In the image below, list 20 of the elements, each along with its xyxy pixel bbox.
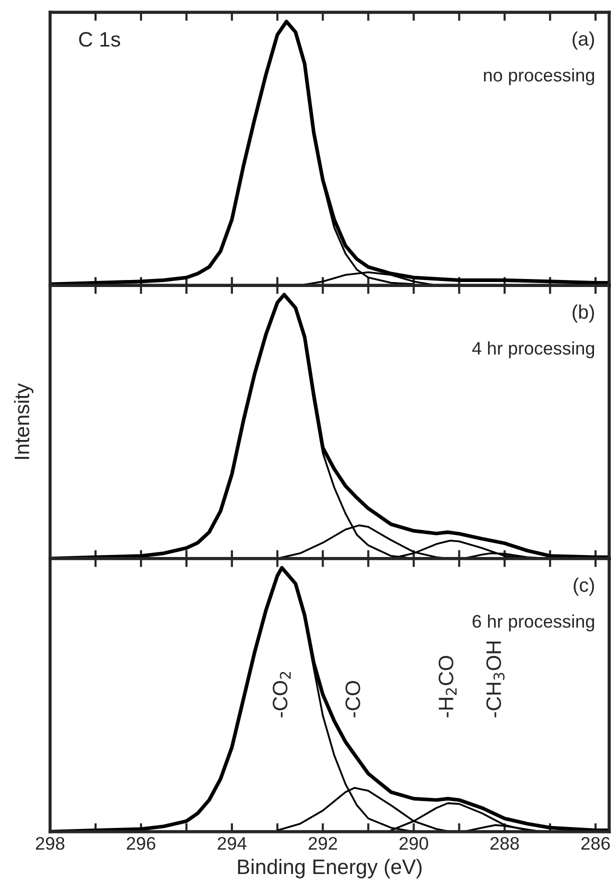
x-tick-label: 286 xyxy=(581,837,610,850)
annotation: 6 hr processing xyxy=(472,614,594,632)
x-tick-label: 298 xyxy=(36,837,64,850)
annotation: no processing xyxy=(484,68,594,86)
annotation: -H$_{2}$CO xyxy=(438,656,457,718)
x-axis-title: Binding Energy (eV) xyxy=(238,858,422,878)
annotation: -CO xyxy=(345,681,360,718)
chart-title: C 1s xyxy=(79,32,120,47)
annotation: 4 hr processing xyxy=(472,341,594,358)
y-axis-title: Intensity xyxy=(14,383,34,459)
x-tick-label: 296 xyxy=(126,837,156,850)
x-tick-label: 288 xyxy=(490,837,519,850)
annotation: (a) xyxy=(572,31,594,50)
x-tick-label: 292 xyxy=(308,837,337,850)
annotation: (b) xyxy=(572,304,594,323)
x-tick-label: 294 xyxy=(218,837,246,850)
annotation: (c) xyxy=(574,578,594,596)
annotation: -CO$_{2}$ xyxy=(272,672,291,718)
x-tick-label: 290 xyxy=(400,837,428,850)
annotation: -CH$_{3}$OH xyxy=(486,642,505,718)
